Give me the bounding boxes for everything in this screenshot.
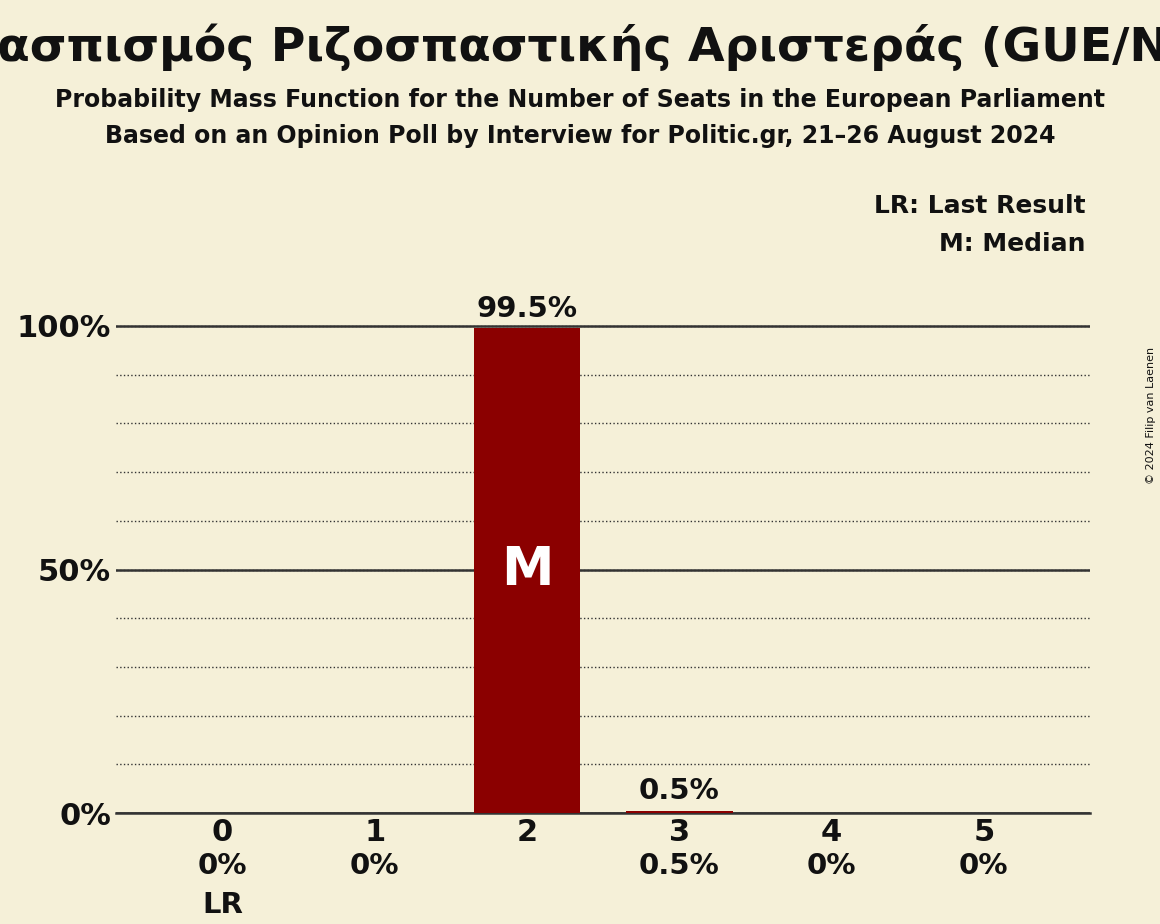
Text: LR: LR (202, 891, 242, 919)
Text: 0.5%: 0.5% (639, 852, 719, 880)
Text: 0%: 0% (959, 852, 1008, 880)
Text: Probability Mass Function for the Number of Seats in the European Parliament: Probability Mass Function for the Number… (55, 88, 1105, 112)
Text: Based on an Opinion Poll by Interview for Politic.gr, 21–26 August 2024: Based on an Opinion Poll by Interview fo… (104, 124, 1056, 148)
Text: 0%: 0% (198, 852, 247, 880)
Text: LR: Last Result: LR: Last Result (873, 194, 1086, 218)
Text: 0.5%: 0.5% (639, 777, 719, 805)
Text: © 2024 Filip van Laenen: © 2024 Filip van Laenen (1146, 347, 1155, 484)
Text: M: M (501, 543, 553, 596)
Bar (626, 810, 733, 813)
Text: 0%: 0% (807, 852, 856, 880)
Text: 99.5%: 99.5% (477, 295, 578, 322)
Text: Συνασπισμός Ριζοσπαστικής Αριστεράς (GUE/NGL): Συνασπισμός Ριζοσπαστικής Αριστεράς (GUE… (0, 23, 1160, 70)
Text: M: Median: M: Median (940, 232, 1086, 256)
Bar (473, 328, 580, 813)
Text: 0%: 0% (350, 852, 399, 880)
